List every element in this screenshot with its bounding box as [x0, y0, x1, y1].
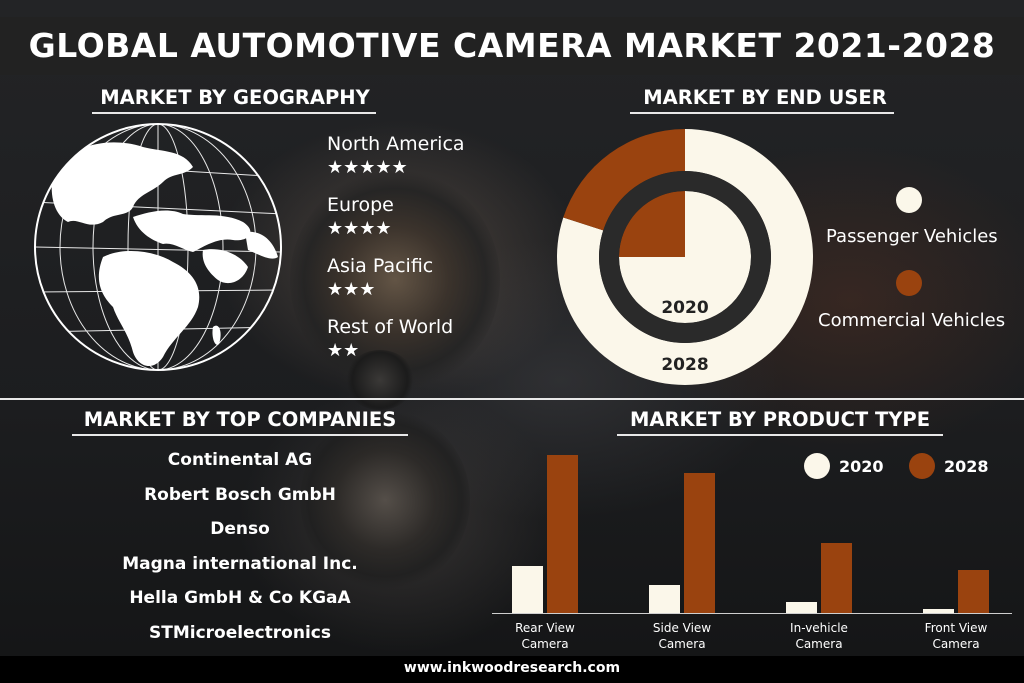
bar-2020-side-view-camera	[649, 585, 680, 613]
companies-heading: MARKET BY TOP COMPANIES	[83, 408, 397, 431]
donut-slice-2028-passenger-vehicles	[557, 129, 813, 385]
company-name: Magna international Inc.	[122, 553, 358, 574]
region-name: Europe	[327, 194, 394, 216]
category-label: Camera	[658, 637, 705, 651]
category-label: Front View	[925, 621, 988, 635]
lens-decoration	[345, 350, 415, 410]
region-name: Rest of World	[327, 316, 454, 338]
heading-underline	[617, 434, 943, 436]
category-label: Side View	[653, 621, 711, 635]
end-user-donut-chart: 2020 2028	[557, 129, 813, 385]
bar-2020-front-view-camera	[923, 609, 954, 613]
lens-decoration	[300, 410, 470, 590]
legend-dot-commercial	[896, 270, 922, 296]
donut-year-label: 2028	[661, 355, 708, 375]
bar-2028-side-view-camera	[684, 473, 715, 613]
category-label: In-vehicle	[790, 621, 848, 635]
bar-2028-rear-view-camera	[547, 455, 578, 613]
donut-slice-2028-commercial-vehicles	[563, 129, 685, 231]
heading-underline	[92, 112, 376, 114]
legend-label-2020: 2020	[839, 457, 884, 476]
end-user-heading: MARKET BY END USER	[643, 86, 887, 109]
region-stars: ★★★★	[327, 218, 392, 239]
donut-separator-ring	[599, 171, 771, 343]
category-label: Camera	[521, 637, 568, 651]
company-name: Denso	[210, 519, 270, 539]
region-stars: ★★★★★	[327, 157, 408, 178]
bar-2020-in-vehicle-camera	[786, 602, 817, 613]
footer-url: www.inkwoodresearch.com	[403, 660, 621, 676]
legend-label-passenger: Passenger Vehicles	[826, 226, 998, 247]
category-label: Rear View	[515, 621, 575, 635]
legend-label-commercial: Commercial Vehicles	[818, 310, 1006, 331]
geography-heading: MARKET BY GEOGRAPHY	[100, 86, 370, 109]
bar-2020-rear-view-camera	[512, 566, 543, 613]
company-name: Robert Bosch GmbH	[144, 484, 336, 505]
legend-label-2028: 2028	[944, 457, 989, 476]
region-name: Asia Pacific	[327, 255, 434, 277]
page-title: GLOBAL AUTOMOTIVE CAMERA MARKET 2021-202…	[28, 26, 996, 65]
category-label: Camera	[795, 637, 842, 651]
donut-year-label: 2020	[661, 298, 708, 318]
bar-2028-front-view-camera	[958, 570, 989, 613]
divider	[0, 398, 1024, 400]
region-stars: ★★★	[327, 279, 376, 300]
legend-swatch-2028	[909, 453, 935, 479]
legend-dot-passenger	[896, 187, 922, 213]
heading-underline	[72, 434, 408, 436]
heading-underline	[630, 112, 894, 114]
category-label: Camera	[932, 637, 979, 651]
product-heading: MARKET BY PRODUCT TYPE	[629, 408, 931, 431]
region-name: North America	[327, 133, 465, 155]
bar-2028-in-vehicle-camera	[821, 543, 852, 613]
company-name: STMicroelectronics	[148, 622, 331, 643]
company-name: Hella GmbH & Co KGaA	[129, 588, 351, 608]
title-bar	[0, 17, 1024, 75]
product-bar-chart: Rear View Camera Side View Camera In-vehicle…	[492, 453, 1012, 651]
legend-swatch-2020	[804, 453, 830, 479]
region-stars: ★★	[327, 340, 360, 361]
company-name: Continental AG	[167, 450, 313, 470]
footer-bar	[0, 656, 1024, 683]
donut-slice-2020-commercial-vehicles	[619, 191, 685, 257]
globe-icon	[34, 123, 282, 371]
